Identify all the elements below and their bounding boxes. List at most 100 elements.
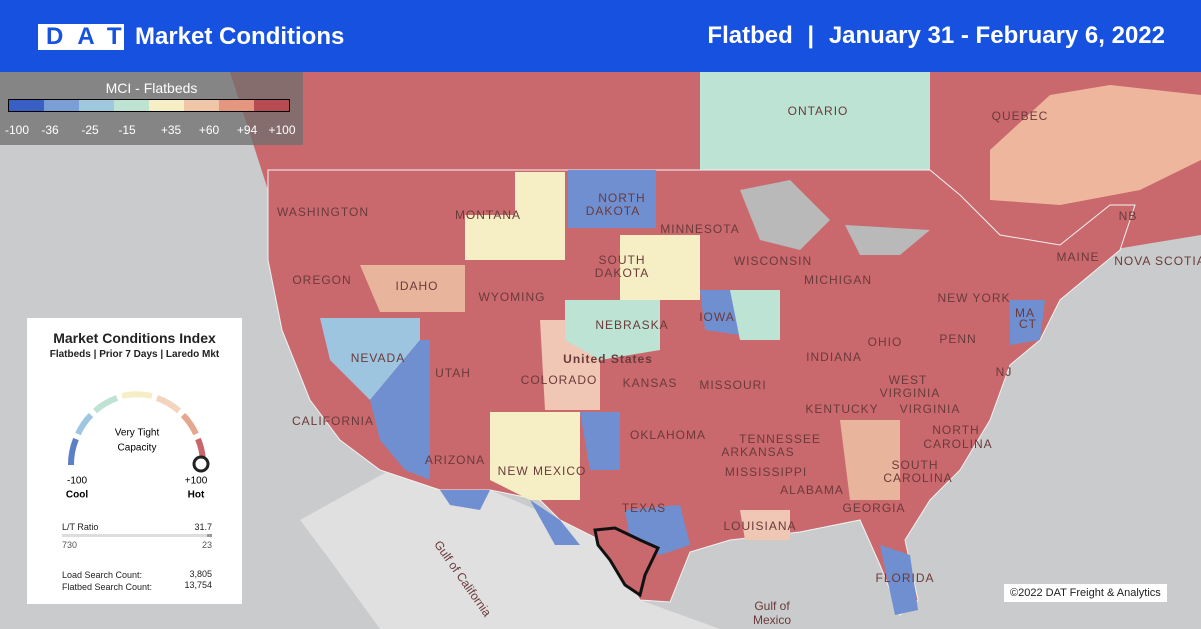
map-label: OHIO: [868, 335, 903, 349]
map-label: ONTARIO: [788, 104, 849, 118]
legend-tick: +94: [236, 123, 258, 137]
swatch: [79, 100, 114, 111]
map-label: NOVA SCOTIA: [1114, 254, 1201, 268]
great-lake: [740, 180, 830, 250]
region: [700, 290, 740, 335]
title: Market Conditions: [135, 23, 345, 50]
map-label: VIRGINIA: [900, 402, 961, 416]
date-range: January 31 - February 6, 2022: [828, 22, 1165, 49]
gauge: Very Tight Capacity -100 Cool +100 Hot: [66, 391, 210, 501]
subtitle: Flatbed | January 31 - February 6, 2022: [707, 22, 1165, 50]
mci-panel: Market Conditions Index Flatbeds | Prior…: [27, 318, 242, 604]
map-label: GEORGIA: [842, 501, 905, 515]
swatch: [254, 100, 289, 111]
legend-tick: -15: [118, 123, 136, 137]
map-label: NJ: [996, 365, 1013, 379]
map-label: KENTUCKY: [805, 402, 878, 416]
swatch: [114, 100, 149, 111]
legend-tick: +60: [198, 123, 220, 137]
map-label: WISCONSIN: [734, 254, 812, 268]
ratio-fill: [207, 534, 212, 537]
legend: MCI - Flatbeds -100 -36 -25 -15 +35 +60 +94 +10…: [0, 72, 303, 145]
map-label: NEW MEXICO: [498, 464, 587, 478]
trucks: 23: [201, 540, 212, 550]
map-label: ALABAMA: [780, 483, 844, 497]
lt-ratio: 31.7: [194, 522, 212, 532]
gauge-segment: [180, 412, 199, 436]
region: [320, 318, 420, 400]
united-states: [267, 169, 1136, 616]
map-label: UTAH: [435, 366, 471, 380]
legend-tick: +35: [160, 123, 182, 137]
flatbed-search: 13,754: [184, 580, 212, 590]
map-label: MONTANA: [455, 208, 521, 222]
region: [465, 172, 565, 260]
map-label: MINNESOTA: [660, 222, 739, 236]
map-label: MISSOURI: [699, 378, 766, 392]
loads: 730: [62, 540, 78, 550]
map-label: INDIANA: [806, 350, 862, 364]
map-label: ARKANSAS: [721, 445, 794, 459]
swatch: [44, 100, 79, 111]
map-label: IOWA: [699, 310, 735, 324]
legend-tick: -36: [41, 123, 59, 137]
region: [565, 300, 660, 360]
map-label: Gulf of: [754, 599, 790, 613]
gauge-segment: [155, 395, 181, 414]
map-label: TEXAS: [622, 501, 666, 515]
map-label: ARIZONA: [425, 453, 485, 467]
map-label: WEST: [889, 373, 928, 387]
map-label: CALIFORNIA: [292, 414, 374, 428]
map-label: KANSAS: [623, 376, 678, 390]
legend-title: MCI - Flatbeds: [105, 80, 198, 96]
region: [740, 510, 790, 540]
equipment: Flatbed: [707, 22, 793, 49]
mexico: [300, 470, 720, 629]
legend-tick: +100: [268, 123, 296, 137]
ratio-bar: [62, 534, 212, 537]
gauge-segment: [93, 395, 119, 414]
region: [370, 340, 430, 480]
region: [440, 490, 490, 510]
map-label: IDAHO: [395, 279, 438, 293]
laredo-market: [593, 526, 661, 598]
map-label: MA: [1015, 306, 1035, 320]
map-label: SOUTH: [599, 253, 646, 267]
map-label: NEBRASKA: [595, 318, 668, 332]
region: [840, 420, 900, 500]
gauge-segment: [121, 391, 153, 399]
map-label: COLORADO: [521, 373, 598, 387]
map-label: OKLAHOMA: [630, 428, 706, 442]
map-label: United States: [563, 352, 653, 366]
copyright: ©2022 DAT Freight & Analytics: [1004, 584, 1167, 602]
region: [1010, 300, 1045, 345]
map-label: PENN: [939, 332, 976, 346]
map-label: VIRGINIA: [880, 386, 941, 400]
gauge-segment: [75, 412, 94, 436]
map-label: CAROLINA: [883, 471, 952, 485]
swatch: [149, 100, 184, 111]
map-label: CAROLINA: [923, 437, 992, 451]
header: DAT Market Conditions Flatbed | January …: [0, 0, 1201, 72]
gauge-status: Very Tight: [115, 428, 160, 439]
color-bar: [8, 99, 290, 112]
map-label: WYOMING: [479, 290, 546, 304]
load-search: 3,805: [189, 569, 212, 579]
gauge-knob: [192, 455, 210, 473]
region: [580, 412, 620, 470]
region: [530, 500, 580, 545]
map-label: NEW YORK: [937, 291, 1010, 305]
map-label: NB: [1119, 209, 1138, 223]
map-label: MISSISSIPPI: [725, 465, 807, 479]
quebec-region: [990, 85, 1201, 205]
panel-title: Market Conditions Index: [53, 330, 216, 346]
map-label: CT: [1019, 317, 1037, 331]
map-label: MICHIGAN: [804, 273, 872, 287]
panel-subtitle: Flatbeds | Prior 7 Days | Laredo Mkt: [49, 349, 220, 360]
region: [620, 235, 700, 300]
gauge-segment: [67, 437, 79, 466]
logo: DAT: [38, 24, 124, 50]
map-label: TENNESSEE: [739, 432, 821, 446]
region: [880, 545, 918, 615]
